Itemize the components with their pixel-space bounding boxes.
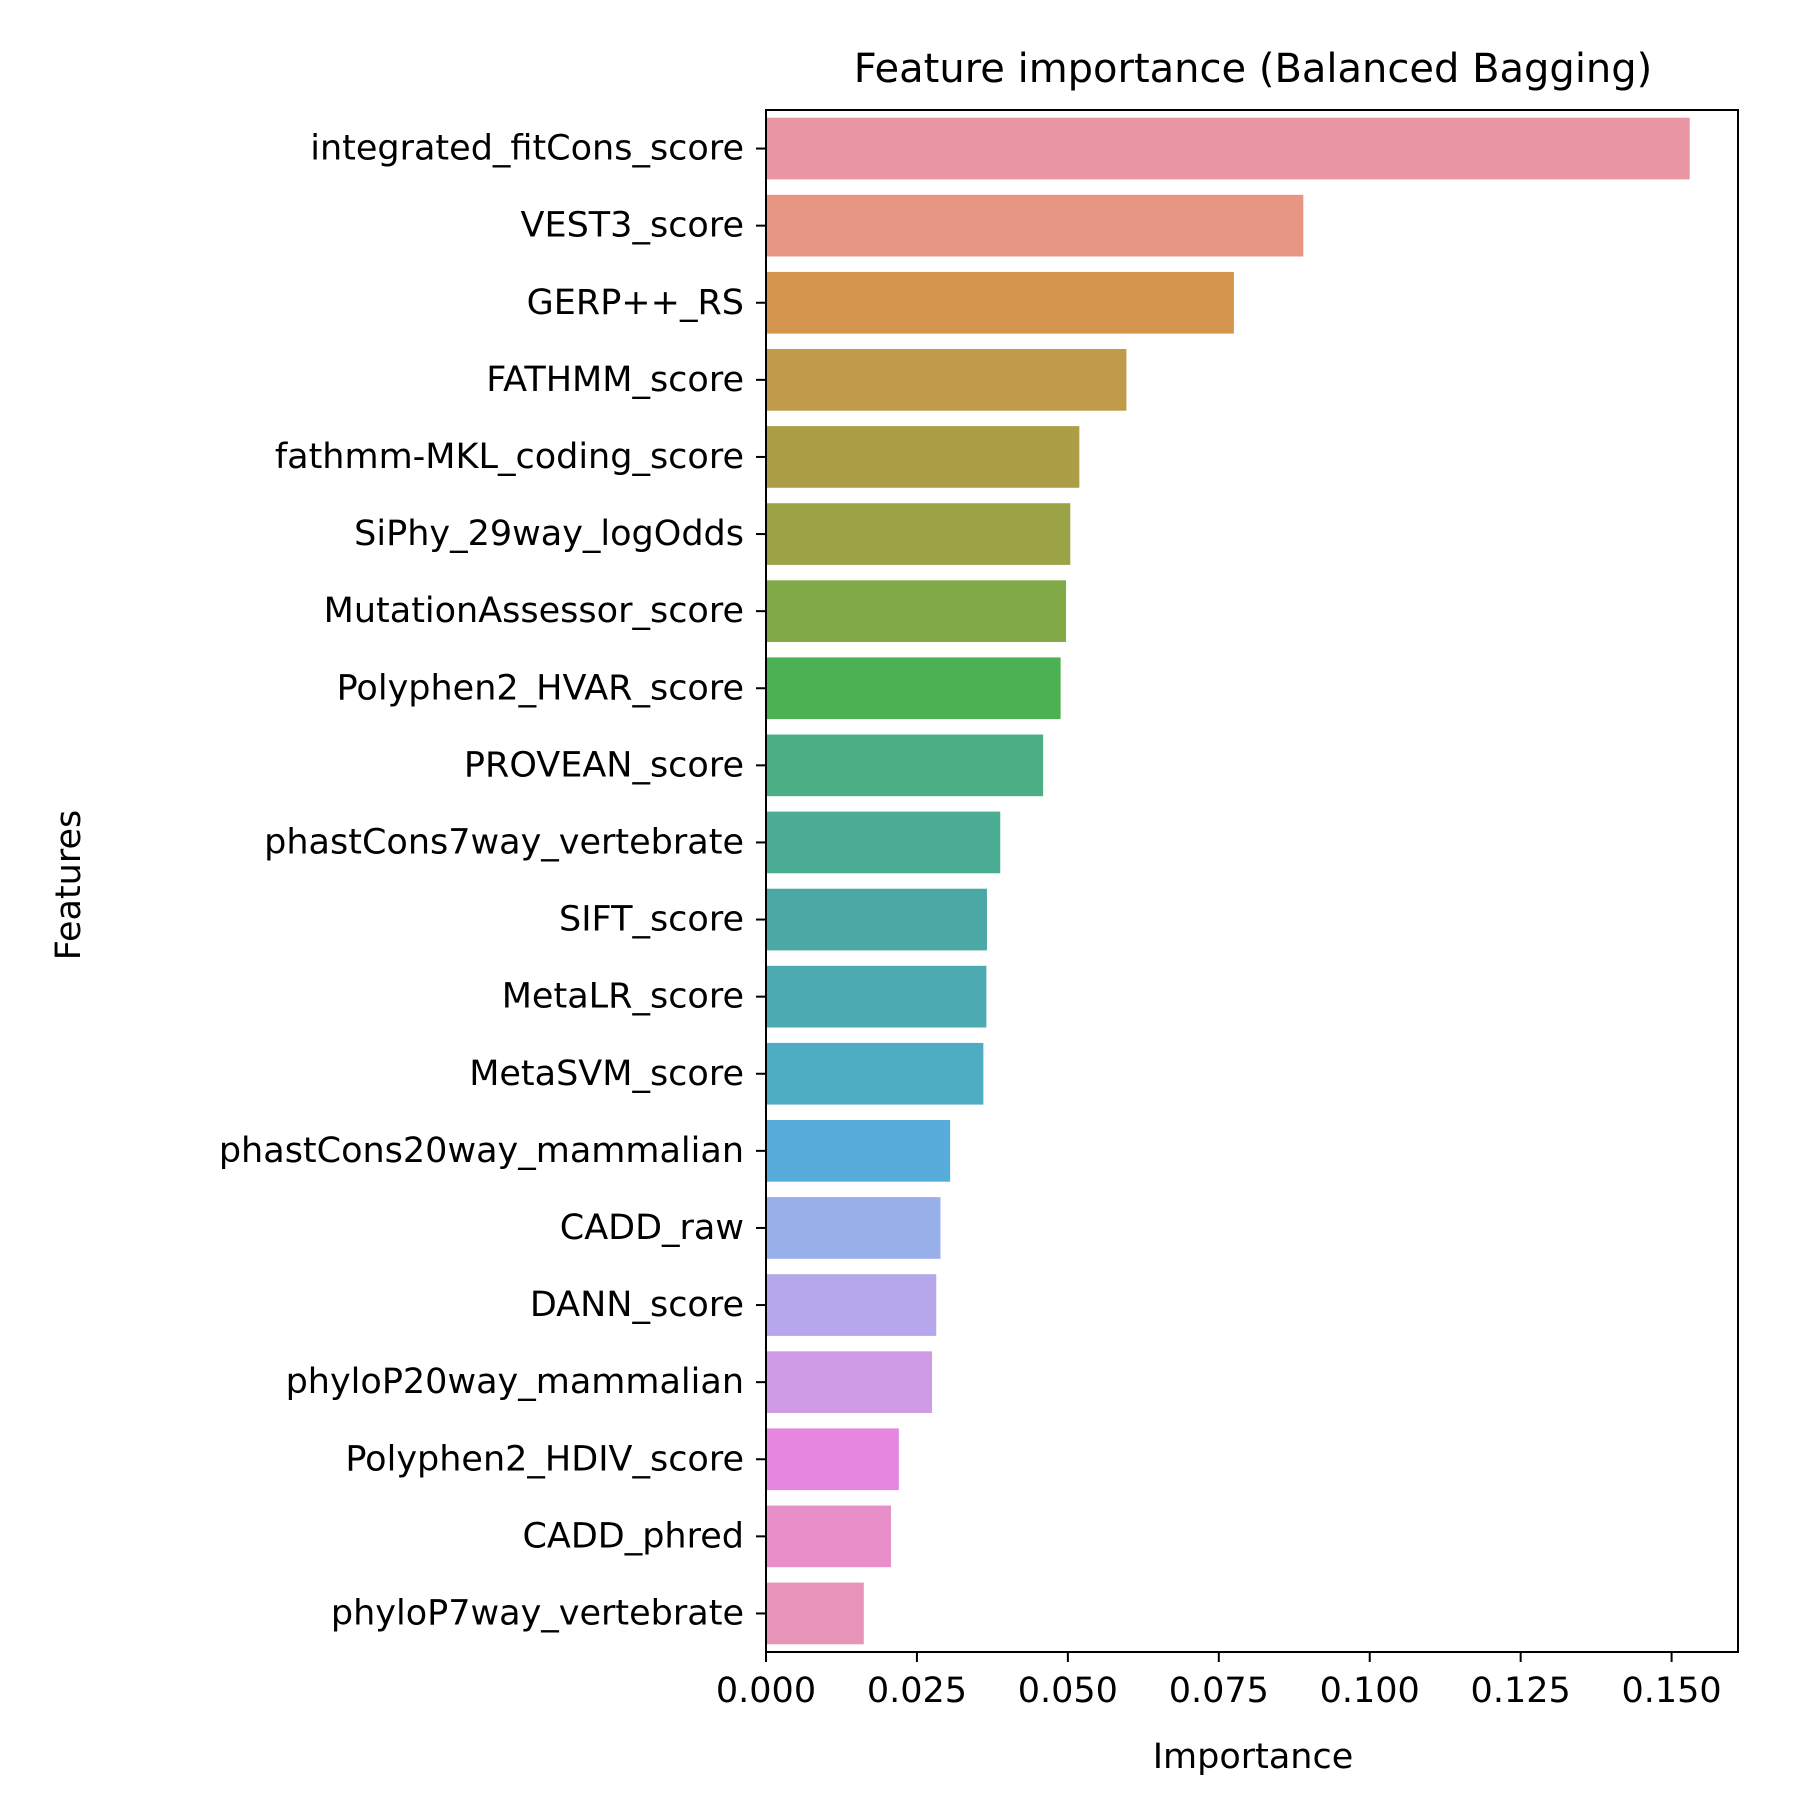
bar-integrated_fitCons_score [766,117,1690,180]
y-tick-label: phastCons20way_mammalian [219,1131,744,1171]
plot-frame [765,109,1739,1653]
y-tick-label: phyloP7way_vertebrate [331,1593,744,1633]
x-tick-label: 0.050 [1018,1671,1118,1711]
y-tick-label: FATHMM_score [486,360,744,400]
y-tick-label: CADD_raw [560,1208,744,1248]
x-tick-label: 0.075 [1169,1671,1269,1711]
y-tick-label: MutationAssessor_score [324,591,744,631]
bar-DANN_score [766,1274,937,1336]
y-tick-label: VEST3_score [521,206,744,246]
y-tick-label: Polyphen2_HDIV_score [345,1439,744,1479]
y-tick-label: fathmm-MKL_coding_score [275,437,744,477]
bar-FATHMM_score [766,349,1127,411]
x-tick-label: 0.100 [1320,1671,1420,1711]
bar-MetaLR_score [766,965,987,1028]
bar-MutationAssessor_score [766,580,1067,642]
y-tick-label: integrated_fitCons_score [310,129,744,169]
bar-Polyphen2_HDIV_score [766,1428,899,1491]
bar-phastCons7way_vertebrate [766,811,1001,874]
bar-PROVEAN_score [766,734,1044,797]
y-ticks-group: integrated_fitCons_score VEST3_score GERP+… [219,129,766,1633]
bars-group [766,117,1690,1645]
x-tick-label: 0.150 [1621,1671,1721,1711]
chart-title: Feature importance (Balanced Bagging) [854,46,1653,92]
y-tick-label: SiPhy_29way_logOdds [354,514,744,554]
bar-Polyphen2_HVAR_score [766,657,1061,720]
bar-VEST3_score [766,194,1304,257]
bar-GERP++_RS [766,271,1234,334]
x-axis-label: Importance [1153,1737,1354,1777]
y-tick-label: GERP++_RS [527,283,744,323]
y-tick-label: SIFT_score [559,900,744,940]
y-tick-label: PROVEAN_score [464,745,744,785]
y-tick-label: Polyphen2_HVAR_score [337,668,744,708]
x-tick-label: 0.125 [1471,1671,1571,1711]
y-tick-label: CADD_phred [522,1516,744,1556]
bar-CADD_phred [766,1505,891,1568]
y-tick-label: DANN_score [530,1285,744,1325]
bar-phastCons20way_mammalian [766,1120,951,1182]
bar-CADD_raw [766,1197,941,1259]
bar-MetaSVM_score [766,1042,984,1105]
x-tick-label: 0.000 [716,1671,816,1711]
bar-phyloP20way_mammalian [766,1351,933,1413]
bar-phyloP7way_vertebrate [766,1582,864,1645]
x-ticks-group: 0.000 0.025 0.050 0.075 0.100 0.125 0.150 [716,1652,1722,1711]
y-tick-label: MetaLR_score [502,977,744,1017]
x-tick-label: 0.025 [867,1671,967,1711]
y-tick-label: MetaSVM_score [469,1054,744,1094]
bar-SiPhy_29way_logOdds [766,503,1071,565]
bar-SIFT_score [766,888,987,951]
y-tick-label: phyloP20way_mammalian [286,1362,744,1402]
y-axis-label: Features [49,810,89,961]
bar-fathmm-MKL_coding_score [766,426,1080,488]
y-tick-label: phastCons7way_vertebrate [264,822,744,862]
